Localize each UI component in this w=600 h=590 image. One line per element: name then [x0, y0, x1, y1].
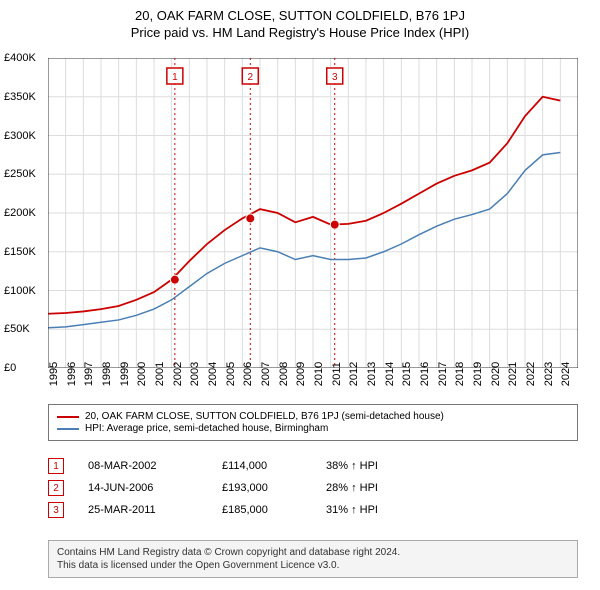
- sale-date: 08-MAR-2002: [88, 460, 198, 472]
- y-axis-label: £0: [4, 362, 54, 374]
- chart-legend: 20, OAK FARM CLOSE, SUTTON COLDFIELD, B7…: [48, 404, 578, 441]
- x-axis-label: 2006: [242, 362, 254, 386]
- svg-text:3: 3: [332, 72, 338, 83]
- sale-row: 3 25-MAR-2011 £185,000 31% ↑ HPI: [48, 502, 578, 518]
- legend-label: HPI: Average price, semi-detached house,…: [85, 423, 328, 434]
- sale-hpi-diff: 38% ↑ HPI: [326, 460, 426, 472]
- x-axis-label: 2021: [507, 362, 519, 386]
- legend-item: 20, OAK FARM CLOSE, SUTTON COLDFIELD, B7…: [57, 411, 569, 422]
- sale-marker-box: 1: [48, 458, 64, 474]
- x-axis-label: 2007: [260, 362, 272, 386]
- y-axis-label: £200K: [4, 207, 54, 219]
- x-axis-label: 2015: [401, 362, 413, 386]
- sale-price: £185,000: [222, 504, 302, 516]
- sales-table: 1 08-MAR-2002 £114,000 38% ↑ HPI 2 14-JU…: [48, 452, 578, 524]
- y-axis-label: £150K: [4, 246, 54, 258]
- y-axis-label: £350K: [4, 91, 54, 103]
- x-axis-label: 1998: [101, 362, 113, 386]
- x-axis-label: 2014: [384, 362, 396, 386]
- legend-swatch: [57, 428, 79, 430]
- x-axis-label: 2008: [278, 362, 290, 386]
- y-axis-label: £300K: [4, 130, 54, 142]
- sale-price: £193,000: [222, 482, 302, 494]
- page-subtitle: Price paid vs. HM Land Registry's House …: [0, 25, 600, 40]
- x-axis-label: 2020: [490, 362, 502, 386]
- x-axis-label: 2024: [560, 362, 572, 386]
- legend-item: HPI: Average price, semi-detached house,…: [57, 423, 569, 434]
- sale-marker-box: 2: [48, 480, 64, 496]
- x-axis-label: 2002: [172, 362, 184, 386]
- price-chart: 1 2 3: [48, 58, 578, 368]
- legend-label: 20, OAK FARM CLOSE, SUTTON COLDFIELD, B7…: [85, 411, 444, 422]
- x-axis-label: 2003: [189, 362, 201, 386]
- x-axis-label: 1999: [119, 362, 131, 386]
- x-axis-label: 2019: [472, 362, 484, 386]
- x-axis-label: 2012: [348, 362, 360, 386]
- y-axis-label: £100K: [4, 285, 54, 297]
- x-axis-label: 2010: [313, 362, 325, 386]
- x-axis-label: 2001: [154, 362, 166, 386]
- sale-marker-box: 3: [48, 502, 64, 518]
- x-axis-label: 2000: [136, 362, 148, 386]
- y-axis-label: £400K: [4, 52, 54, 64]
- x-axis-label: 1997: [83, 362, 95, 386]
- sale-row: 2 14-JUN-2006 £193,000 28% ↑ HPI: [48, 480, 578, 496]
- sale-date: 25-MAR-2011: [88, 504, 198, 516]
- svg-text:2: 2: [248, 72, 254, 83]
- sale-price: £114,000: [222, 460, 302, 472]
- svg-text:1: 1: [172, 72, 178, 83]
- x-axis-label: 2004: [207, 362, 219, 386]
- x-axis-label: 2005: [225, 362, 237, 386]
- sale-date: 14-JUN-2006: [88, 482, 198, 494]
- x-axis-label: 1996: [66, 362, 78, 386]
- x-axis-label: 2009: [295, 362, 307, 386]
- footer-line1: Contains HM Land Registry data © Crown c…: [57, 546, 569, 559]
- sale-row: 1 08-MAR-2002 £114,000 38% ↑ HPI: [48, 458, 578, 474]
- y-axis-label: £250K: [4, 168, 54, 180]
- x-axis-label: 2011: [331, 362, 343, 386]
- x-axis-label: 2017: [437, 362, 449, 386]
- footer-line2: This data is licensed under the Open Gov…: [57, 559, 569, 572]
- x-axis-label: 2023: [543, 362, 555, 386]
- legend-swatch: [57, 416, 79, 418]
- x-axis-label: 2022: [525, 362, 537, 386]
- page-title: 20, OAK FARM CLOSE, SUTTON COLDFIELD, B7…: [0, 8, 600, 23]
- sale-hpi-diff: 31% ↑ HPI: [326, 504, 426, 516]
- x-axis-label: 2018: [454, 362, 466, 386]
- sale-hpi-diff: 28% ↑ HPI: [326, 482, 426, 494]
- y-axis-label: £50K: [4, 323, 54, 335]
- x-axis-label: 2013: [366, 362, 378, 386]
- footer-attribution: Contains HM Land Registry data © Crown c…: [48, 540, 578, 578]
- x-axis-label: 1995: [48, 362, 60, 386]
- x-axis-label: 2016: [419, 362, 431, 386]
